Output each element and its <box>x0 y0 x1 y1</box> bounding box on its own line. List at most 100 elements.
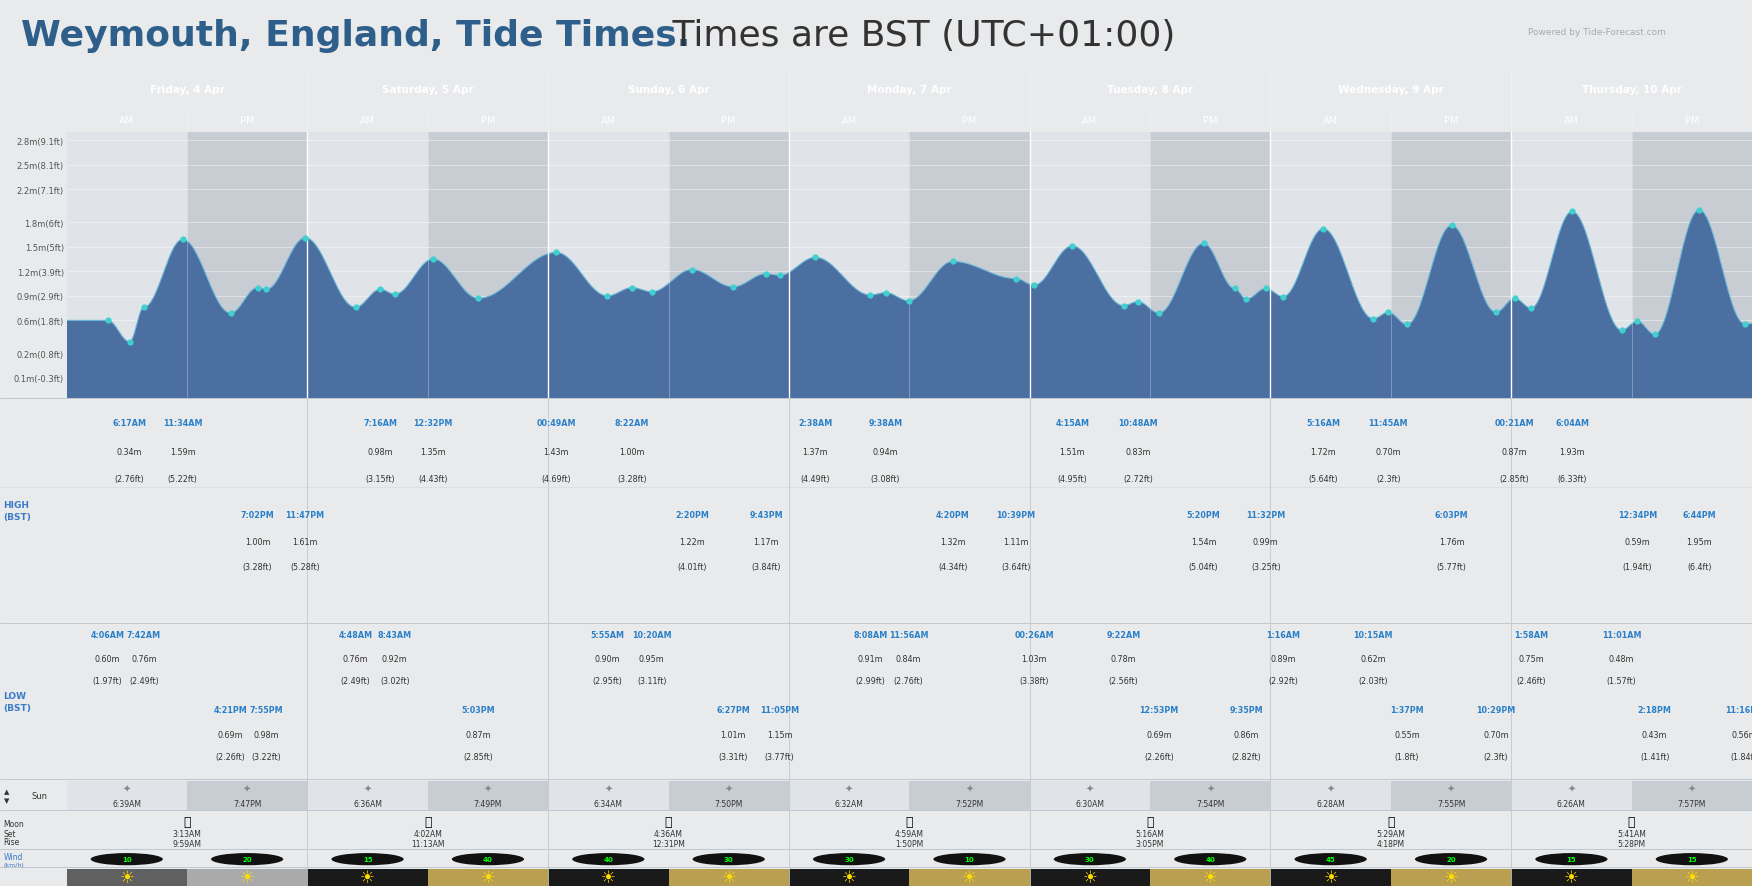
Bar <box>1512 781 1631 811</box>
Text: 1.01m: 1.01m <box>720 730 746 739</box>
Text: (km/h): (km/h) <box>4 861 25 867</box>
Text: PM: PM <box>1444 115 1458 126</box>
Text: (2.85ft): (2.85ft) <box>464 752 494 761</box>
Bar <box>548 869 669 886</box>
Text: (2.3ft): (2.3ft) <box>1484 752 1508 761</box>
Ellipse shape <box>934 853 1006 866</box>
Text: ✦: ✦ <box>1447 783 1456 794</box>
Text: 3:13AM: 3:13AM <box>172 829 201 838</box>
Text: (2.76ft): (2.76ft) <box>894 677 923 686</box>
Text: (3.25ft): (3.25ft) <box>1251 562 1281 571</box>
Text: 🌖: 🌖 <box>1628 815 1635 828</box>
Text: 11:05PM: 11:05PM <box>760 705 799 715</box>
Text: 1.43m: 1.43m <box>543 447 569 456</box>
Text: 11:01AM: 11:01AM <box>1601 630 1642 639</box>
Text: (4.95ft): (4.95ft) <box>1058 474 1088 483</box>
Text: 5:28PM: 5:28PM <box>1617 839 1645 848</box>
Text: 5:16AM: 5:16AM <box>1307 418 1340 427</box>
Text: 0.56m: 0.56m <box>1731 730 1752 739</box>
Text: Tuesday, 8 Apr: Tuesday, 8 Apr <box>1107 85 1193 96</box>
Bar <box>67 133 187 399</box>
Text: 00:49AM: 00:49AM <box>536 418 576 427</box>
Text: 🌕: 🌕 <box>1146 815 1155 828</box>
Text: (5.64ft): (5.64ft) <box>1309 474 1339 483</box>
Text: 0.34m: 0.34m <box>117 447 142 456</box>
Text: 🌔: 🌔 <box>664 815 673 828</box>
Text: (2.49ft): (2.49ft) <box>340 677 370 686</box>
Text: ✦: ✦ <box>1568 783 1575 794</box>
Text: 7:54PM: 7:54PM <box>1197 798 1225 808</box>
Text: ☀: ☀ <box>722 868 736 886</box>
Text: 8:22AM: 8:22AM <box>615 418 650 427</box>
Text: 6:30AM: 6:30AM <box>1076 798 1104 808</box>
Text: 11:13AM: 11:13AM <box>412 839 445 848</box>
Bar <box>1631 869 1752 886</box>
Text: 7:52PM: 7:52PM <box>955 798 983 808</box>
Bar <box>548 781 669 811</box>
Ellipse shape <box>1416 853 1487 866</box>
Text: 40: 40 <box>1205 856 1216 862</box>
Bar <box>307 133 427 399</box>
Bar <box>67 781 187 811</box>
Bar <box>788 781 909 811</box>
Text: ☀: ☀ <box>1323 868 1339 886</box>
Text: 1.76m: 1.76m <box>1438 538 1465 547</box>
Text: ✦: ✦ <box>484 783 492 794</box>
Text: (3.38ft): (3.38ft) <box>1020 677 1049 686</box>
Text: 7:50PM: 7:50PM <box>715 798 743 808</box>
Text: (4.43ft): (4.43ft) <box>419 474 449 483</box>
Text: 0.59m: 0.59m <box>1624 538 1650 547</box>
Text: 1.93m: 1.93m <box>1559 447 1586 456</box>
Text: (4.34ft): (4.34ft) <box>937 562 967 571</box>
Text: (1.8ft): (1.8ft) <box>1395 752 1419 761</box>
Text: ✦: ✦ <box>1687 783 1696 794</box>
Ellipse shape <box>573 853 645 866</box>
Text: 🌓: 🌓 <box>424 815 431 828</box>
Text: 40: 40 <box>484 856 492 862</box>
Text: 1.00m: 1.00m <box>245 538 270 547</box>
Text: 0.70m: 0.70m <box>1375 447 1402 456</box>
Text: 1.32m: 1.32m <box>941 538 965 547</box>
Bar <box>1391 781 1512 811</box>
Text: 1.54m: 1.54m <box>1191 538 1216 547</box>
Text: 0.98m: 0.98m <box>254 730 279 739</box>
Text: 0.83m: 0.83m <box>1125 447 1151 456</box>
Text: 0.69m: 0.69m <box>1146 730 1172 739</box>
Text: 10:15AM: 10:15AM <box>1354 630 1393 639</box>
Text: 10:29PM: 10:29PM <box>1477 705 1515 715</box>
Text: 0.84m: 0.84m <box>895 655 922 664</box>
Bar <box>548 133 669 399</box>
Text: 11:56AM: 11:56AM <box>888 630 929 639</box>
Text: 30: 30 <box>844 856 853 862</box>
Text: 0.43m: 0.43m <box>1642 730 1668 739</box>
Bar <box>909 781 1030 811</box>
Bar <box>1631 781 1752 811</box>
Text: 0.75m: 0.75m <box>1517 655 1544 664</box>
Bar <box>788 133 909 399</box>
Text: 1.37m: 1.37m <box>802 447 829 456</box>
Text: 5:41AM: 5:41AM <box>1617 829 1647 838</box>
Text: (3.77ft): (3.77ft) <box>766 752 795 761</box>
Bar <box>427 133 548 399</box>
Text: 11:32PM: 11:32PM <box>1246 510 1286 520</box>
Text: 8:08AM: 8:08AM <box>853 630 888 639</box>
Text: ✦: ✦ <box>1205 783 1214 794</box>
Bar <box>1270 869 1391 886</box>
Text: 12:31PM: 12:31PM <box>652 839 685 848</box>
Ellipse shape <box>452 853 524 866</box>
Text: (5.77ft): (5.77ft) <box>1437 562 1466 571</box>
Text: 1.61m: 1.61m <box>293 538 317 547</box>
Text: 6:03PM: 6:03PM <box>1435 510 1468 520</box>
Text: 1.72m: 1.72m <box>1310 447 1337 456</box>
Text: ☀: ☀ <box>1204 868 1218 886</box>
Ellipse shape <box>1053 853 1127 866</box>
Text: (2.26ft): (2.26ft) <box>215 752 245 761</box>
Text: ✦: ✦ <box>123 783 131 794</box>
Ellipse shape <box>1174 853 1246 866</box>
Text: (3.22ft): (3.22ft) <box>252 752 282 761</box>
Text: 1.00m: 1.00m <box>618 447 645 456</box>
Text: ☀: ☀ <box>119 868 135 886</box>
Text: Saturday, 5 Apr: Saturday, 5 Apr <box>382 85 473 96</box>
Text: 0.76m: 0.76m <box>131 655 156 664</box>
Text: (3.08ft): (3.08ft) <box>871 474 901 483</box>
